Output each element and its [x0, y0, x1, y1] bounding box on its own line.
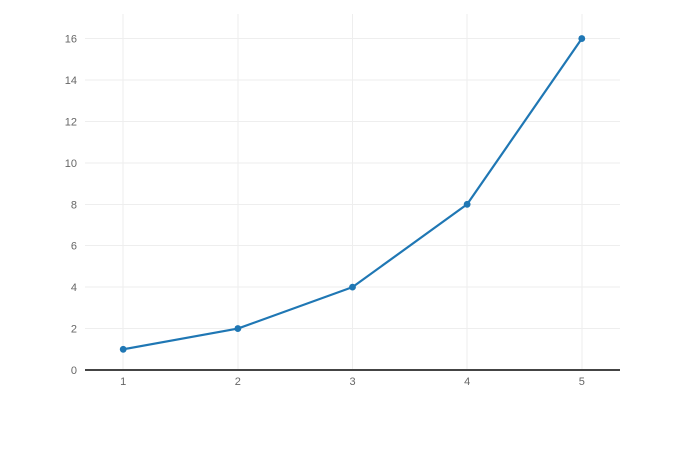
x-tick-label: 4	[464, 376, 470, 388]
y-tick-label: 16	[65, 34, 77, 46]
y-tick-label: 0	[71, 365, 77, 377]
y-tick-label: 8	[71, 199, 77, 211]
x-tick-labels: 1 2 3 4 5	[120, 376, 585, 388]
data-point-marker	[119, 345, 127, 353]
data-point-marker	[463, 200, 471, 208]
x-tick-label: 5	[579, 376, 585, 388]
x-tick-label: 2	[235, 376, 241, 388]
x-gridlines	[122, 14, 583, 370]
y-tick-label: 12	[65, 116, 77, 128]
data-series	[119, 35, 586, 353]
data-point-marker	[578, 35, 586, 42]
y-tick-label: 6	[71, 241, 77, 253]
data-point-marker	[349, 283, 356, 291]
y-tick-labels: 0 2 4 6 8 10 12 14 16	[65, 34, 77, 377]
y-tick-label: 10	[65, 158, 77, 170]
x-tick-label: 3	[349, 376, 355, 388]
x-tick-label: 1	[120, 376, 126, 388]
y-tick-label: 4	[71, 282, 77, 294]
y-tick-label: 14	[65, 75, 77, 87]
y-tick-label: 2	[71, 324, 77, 336]
data-point-marker	[234, 325, 242, 332]
